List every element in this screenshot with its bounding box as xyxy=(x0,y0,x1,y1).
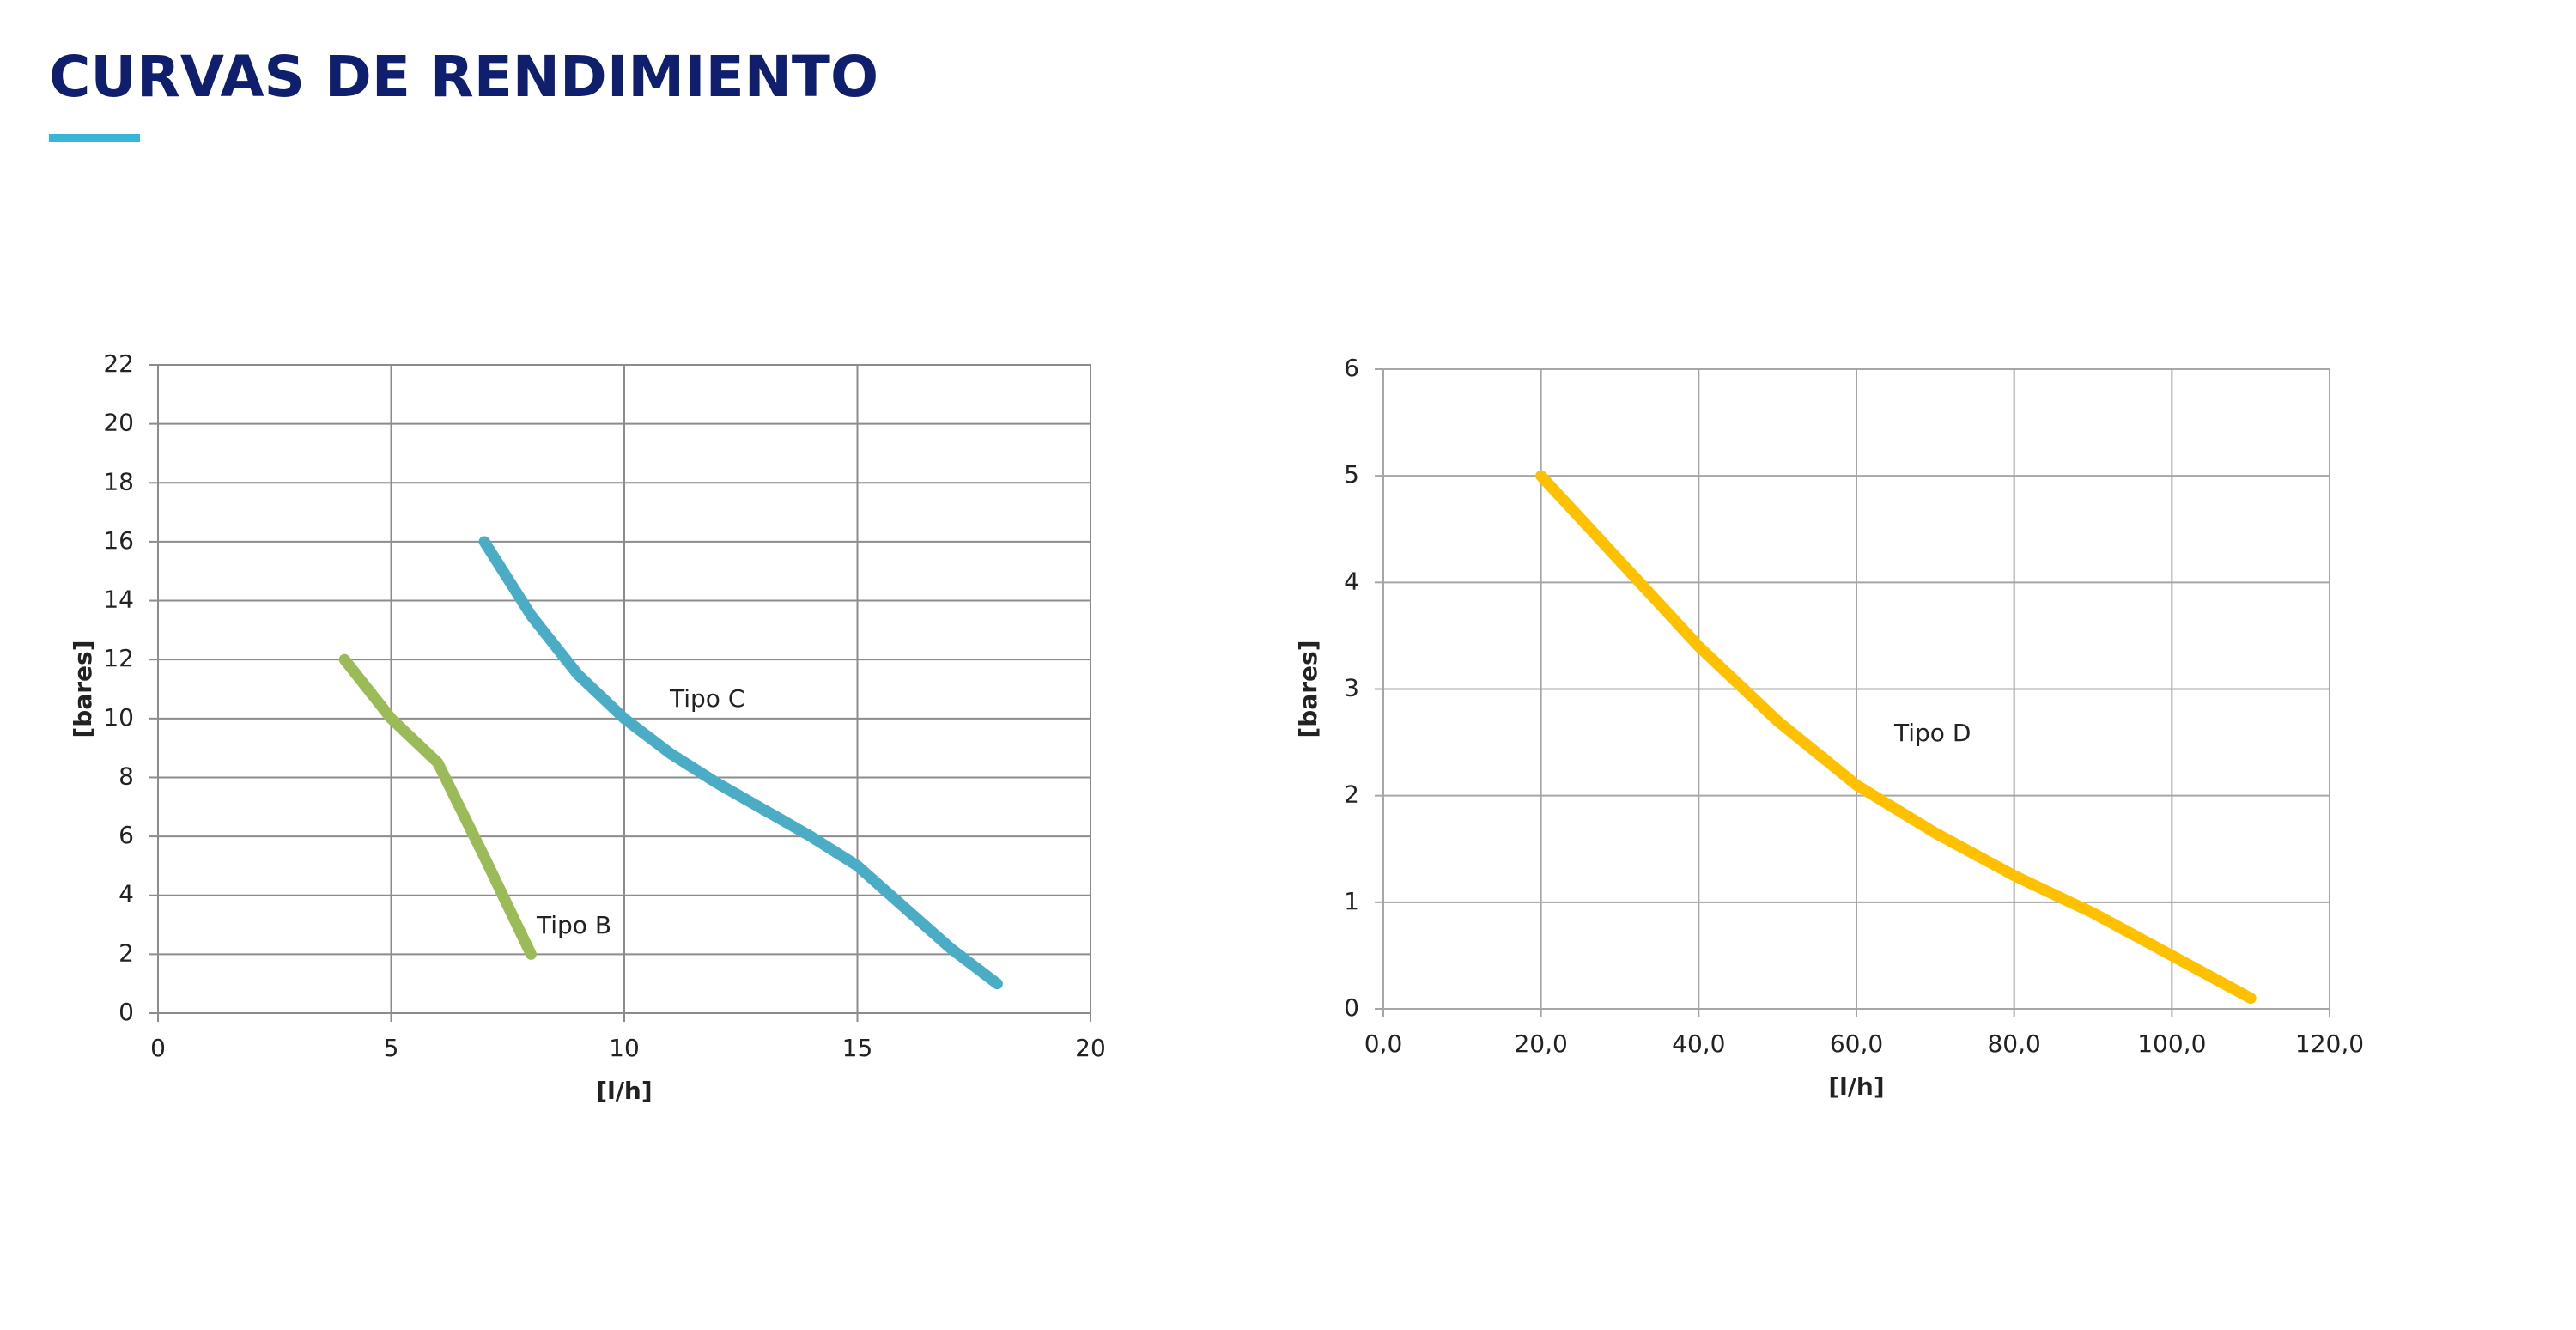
x-tick-label: 5 xyxy=(384,1034,399,1062)
x-tick-label: 100,0 xyxy=(2137,1029,2206,1058)
x-tick-label: 15 xyxy=(842,1034,873,1062)
y-tick-label: 4 xyxy=(118,880,134,908)
x-axis-label: [l/h] xyxy=(596,1077,652,1105)
y-tick-label: 12 xyxy=(103,644,134,672)
y-axis-label: [bares] xyxy=(1294,641,1322,738)
title-underline xyxy=(49,134,140,142)
x-tick-label: 10 xyxy=(609,1034,640,1062)
y-tick-label: 5 xyxy=(1344,460,1359,489)
page-title: CURVAS DE RENDIMIENTO xyxy=(49,44,878,110)
y-tick-label: 16 xyxy=(103,526,134,555)
y-tick-label: 1 xyxy=(1344,887,1359,915)
x-tick-label: 120,0 xyxy=(2295,1029,2364,1058)
y-tick-label: 3 xyxy=(1344,674,1359,702)
y-tick-label: 2 xyxy=(118,938,134,967)
series-line xyxy=(1535,470,2257,1005)
x-tick-label: 80,0 xyxy=(1987,1029,2040,1058)
y-tick-label: 20 xyxy=(103,409,134,437)
y-tick-label: 22 xyxy=(103,349,134,378)
plot-frame xyxy=(1382,368,2330,1010)
x-tick-label: 40,0 xyxy=(1672,1029,1725,1058)
y-tick-label: 6 xyxy=(118,821,134,849)
y-tick-label: 8 xyxy=(118,762,134,790)
series-line xyxy=(478,536,1003,990)
x-axis-label: [l/h] xyxy=(1828,1072,1884,1101)
plot-frame xyxy=(157,364,1091,1014)
x-tick-label: 20,0 xyxy=(1514,1029,1567,1058)
series-label: Tipo D xyxy=(1893,719,1971,747)
y-tick-label: 14 xyxy=(103,586,134,614)
y-tick-label: 0 xyxy=(118,998,134,1026)
series-label: Tipo B xyxy=(536,911,611,939)
y-tick-label: 0 xyxy=(1344,993,1359,1022)
x-tick-label: 0,0 xyxy=(1364,1029,1403,1058)
x-tick-label: 20 xyxy=(1075,1034,1106,1062)
y-tick-label: 18 xyxy=(103,467,134,495)
series-label: Tipo C xyxy=(669,684,744,713)
x-tick-label: 0 xyxy=(150,1034,166,1062)
x-tick-label: 60,0 xyxy=(1830,1029,1883,1058)
series-line xyxy=(338,653,537,960)
y-tick-label: 6 xyxy=(1344,354,1359,382)
y-tick-label: 10 xyxy=(103,703,134,732)
y-tick-label: 2 xyxy=(1344,780,1359,809)
y-axis-label: [bares] xyxy=(69,641,97,738)
y-tick-label: 4 xyxy=(1344,567,1359,595)
